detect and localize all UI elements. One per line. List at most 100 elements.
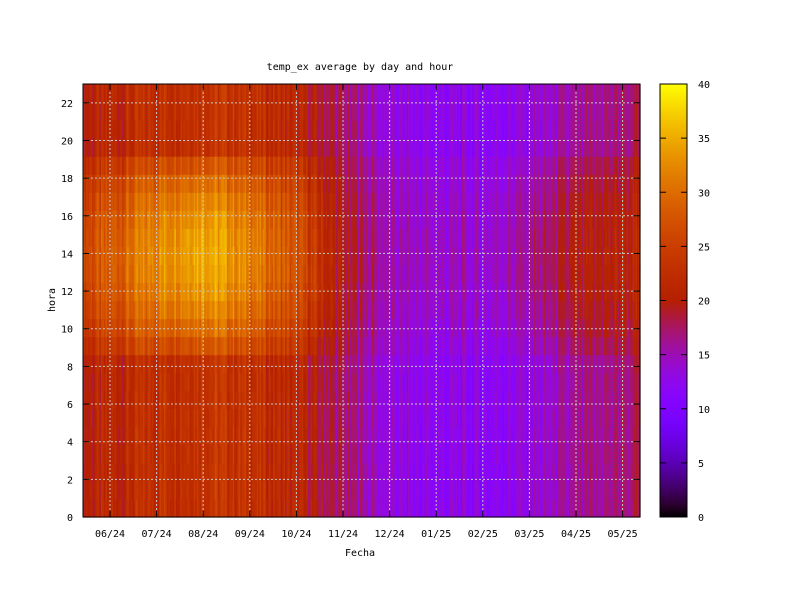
heatmap-cell xyxy=(139,444,142,464)
heatmap-cell xyxy=(226,264,229,284)
heatmap-cell xyxy=(262,120,265,139)
heatmap-cell xyxy=(198,336,201,356)
heatmap-cell xyxy=(312,372,315,392)
heatmap-cell xyxy=(83,408,86,428)
heatmap-cell xyxy=(280,300,283,320)
heatmap-cell xyxy=(135,498,138,518)
heatmap-cell xyxy=(220,156,223,175)
heatmap-cell xyxy=(121,318,125,338)
heatmap-cell xyxy=(235,480,238,500)
heatmap-cell xyxy=(124,138,128,157)
heatmap-cell xyxy=(274,102,277,121)
heatmap-cell xyxy=(195,462,198,482)
heatmap-cell xyxy=(331,156,334,175)
heatmap-cell xyxy=(315,336,318,356)
heatmap-cell xyxy=(303,228,306,247)
heatmap-cell xyxy=(226,174,229,193)
heatmap-cell xyxy=(258,408,261,428)
heatmap-cell xyxy=(199,84,202,103)
heatmap-cell xyxy=(253,282,256,302)
heatmap-cell xyxy=(117,444,120,464)
heatmap-cell xyxy=(340,246,343,266)
heatmap-cell xyxy=(307,498,310,518)
heatmap-cell xyxy=(121,192,125,211)
heatmap-cell xyxy=(193,192,196,211)
heatmap-cell xyxy=(130,246,134,266)
heatmap-cell xyxy=(226,228,229,247)
heatmap-cell xyxy=(321,426,324,446)
heatmap-cell xyxy=(274,318,277,338)
heatmap-cell xyxy=(343,84,346,103)
heatmap-cell xyxy=(313,372,316,392)
heatmap-cell xyxy=(301,300,304,320)
heatmap-cell xyxy=(97,120,101,139)
heatmap-cell xyxy=(156,408,159,428)
heatmap-cell xyxy=(220,426,223,446)
heatmap-cell xyxy=(253,246,256,266)
heatmap-cell xyxy=(307,480,310,500)
heatmap-cell xyxy=(247,156,250,175)
heatmap-cell xyxy=(177,192,180,211)
heatmap-cell xyxy=(333,354,336,374)
heatmap-cell xyxy=(229,318,232,338)
heatmap-cell xyxy=(234,444,237,464)
heatmap-cell xyxy=(315,264,318,284)
heatmap-cell xyxy=(109,498,113,518)
heatmap-cell xyxy=(207,156,210,175)
heatmap-cell xyxy=(124,354,128,374)
heatmap-cell xyxy=(319,102,322,121)
heatmap-cell xyxy=(249,354,252,374)
heatmap-cell xyxy=(153,390,156,410)
heatmap-cell xyxy=(282,120,285,139)
heatmap-cell xyxy=(124,84,128,103)
heatmap-cell xyxy=(195,120,198,139)
heatmap-cell xyxy=(175,156,178,175)
heatmap-cell xyxy=(309,192,312,211)
heatmap-cell xyxy=(264,174,267,193)
heatmap-cell xyxy=(301,120,304,139)
heatmap-cell xyxy=(210,156,213,175)
heatmap-cell xyxy=(196,426,199,446)
heatmap-cell xyxy=(304,246,307,266)
heatmap-cell xyxy=(250,228,253,247)
heatmap-cell xyxy=(166,408,169,428)
heatmap-cell xyxy=(217,462,220,482)
heatmap-cell xyxy=(265,372,268,392)
heatmap-cell xyxy=(225,480,228,500)
heatmap-cell xyxy=(178,174,181,193)
heatmap-cell xyxy=(325,498,328,518)
heatmap-cell xyxy=(210,426,213,446)
heatmap-cell xyxy=(300,138,303,157)
heatmap-cell xyxy=(276,120,279,139)
heatmap-cell xyxy=(193,84,196,103)
heatmap-cell xyxy=(174,426,177,446)
heatmap-cell xyxy=(153,228,156,247)
heatmap-cell xyxy=(151,426,154,446)
heatmap-cell xyxy=(193,210,196,229)
heatmap-cell xyxy=(132,228,135,247)
heatmap-cell xyxy=(91,120,95,139)
heatmap-cell xyxy=(267,480,270,500)
heatmap-cell xyxy=(114,156,117,175)
heatmap-cell xyxy=(124,156,128,175)
heatmap-cell xyxy=(172,372,175,392)
heatmap-cell xyxy=(90,336,93,356)
heatmap-cell xyxy=(192,336,195,356)
heatmap-cell xyxy=(136,156,139,175)
heatmap-cell xyxy=(291,138,294,157)
heatmap-cell xyxy=(198,390,201,410)
heatmap-cell xyxy=(138,264,141,284)
heatmap-cell xyxy=(214,282,217,302)
heatmap-cell xyxy=(279,444,282,464)
heatmap-cell xyxy=(171,426,174,446)
heatmap-cell xyxy=(267,300,270,320)
heatmap-cell xyxy=(130,480,134,500)
heatmap-cell xyxy=(84,156,87,175)
heatmap-cell xyxy=(241,390,244,410)
heatmap-cell xyxy=(157,120,160,139)
heatmap-cell xyxy=(322,390,325,410)
heatmap-cell xyxy=(84,210,87,229)
heatmap-cell xyxy=(126,498,129,518)
heatmap-cell xyxy=(255,480,258,500)
heatmap-cell xyxy=(166,372,169,392)
